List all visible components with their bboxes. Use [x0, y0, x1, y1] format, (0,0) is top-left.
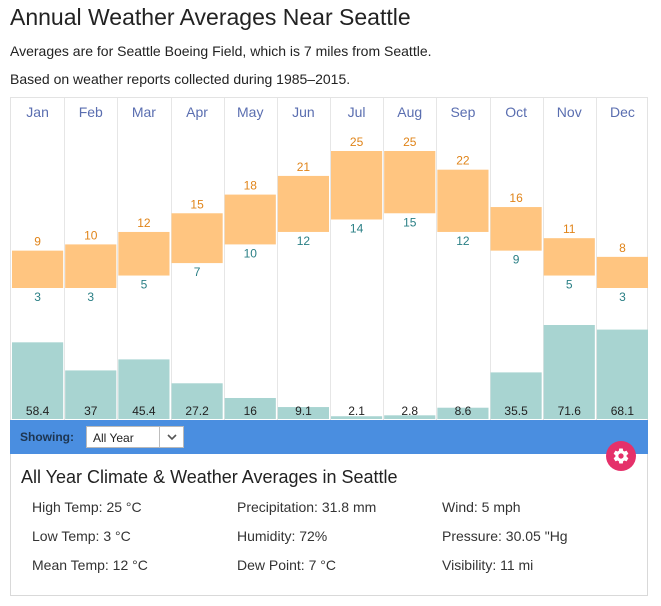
high-temp-label: 16 [509, 191, 523, 205]
month-label: May [237, 104, 263, 120]
precip-label: 9.1 [295, 404, 312, 418]
month-label: Nov [557, 104, 582, 120]
low-temp-label: 3 [34, 290, 41, 304]
precip-label: 8.6 [455, 404, 472, 418]
data-period: Based on weather reports collected durin… [10, 71, 351, 87]
stat-visibility: Visibility: 11 mi [442, 557, 534, 573]
high-temp-label: 22 [456, 154, 470, 168]
low-temp-label: 3 [619, 290, 626, 304]
precip-bar [118, 359, 170, 419]
temp-band [384, 151, 436, 214]
precip-bar [65, 370, 117, 419]
month-label: Jun [292, 104, 315, 120]
station-description: Averages are for Seattle Boeing Field, w… [10, 43, 432, 59]
high-temp-label: 10 [84, 228, 98, 242]
high-temp-label: 12 [137, 216, 151, 230]
low-temp-label: 9 [513, 253, 520, 267]
low-temp-label: 14 [350, 222, 364, 236]
month-label: Jul [348, 104, 366, 120]
temp-band [437, 169, 489, 232]
showing-bar: Showing: All Year [10, 420, 648, 454]
temp-band [331, 151, 383, 220]
precip-bar [490, 372, 542, 419]
high-temp-label: 25 [403, 135, 417, 149]
month-label: Dec [610, 104, 635, 120]
month-label: Mar [132, 104, 156, 120]
low-temp-label: 15 [403, 215, 417, 229]
month-label: Jan [26, 104, 49, 120]
high-temp-label: 25 [350, 135, 364, 149]
gear-icon [613, 448, 629, 464]
stat-high-temp: High Temp: 25 °C [32, 499, 142, 515]
weather-chart-svg: Jan 58.4 9 3 Feb 37 10 3 Mar 45.4 12 5 Apr 27.2 15 7 May… [12, 98, 648, 421]
precip-label: 45.4 [132, 404, 156, 418]
stat-precipitation: Precipitation: 31.8 mm [237, 499, 377, 515]
month-label: Oct [505, 104, 527, 120]
temp-band [12, 250, 64, 288]
high-temp-label: 18 [244, 179, 258, 193]
low-temp-label: 12 [297, 234, 311, 248]
high-temp-label: 11 [563, 222, 576, 236]
summary-title: All Year Climate & Weather Averages in S… [21, 467, 398, 487]
high-temp-label: 15 [190, 197, 204, 211]
temp-band [490, 207, 542, 251]
month-label: Aug [397, 104, 422, 120]
summary-panel: All Year Climate & Weather Averages in S… [10, 454, 648, 596]
precip-label: 37 [84, 404, 98, 418]
precip-bar [543, 325, 595, 419]
precip-bar [384, 415, 436, 419]
select-divider [159, 427, 160, 447]
precip-label: 35.5 [504, 404, 528, 418]
precip-label: 2.8 [401, 404, 418, 418]
month-label: Sep [450, 104, 475, 120]
low-temp-label: 3 [87, 290, 94, 304]
temp-band [277, 175, 329, 232]
precip-bar [596, 329, 648, 419]
low-temp-label: 10 [244, 246, 258, 260]
stat-mean-temp: Mean Temp: 12 °C [32, 557, 148, 573]
showing-label: Showing: [20, 430, 74, 444]
high-temp-label: 8 [619, 241, 626, 255]
high-temp-label: 9 [34, 235, 41, 249]
temp-band [596, 256, 648, 288]
stat-wind: Wind: 5 mph [442, 499, 521, 515]
low-temp-label: 7 [194, 265, 201, 279]
precip-label: 2.1 [348, 404, 365, 418]
precip-label: 27.2 [185, 404, 209, 418]
temp-band [118, 231, 170, 276]
low-temp-label: 12 [456, 234, 470, 248]
stat-pressure: Pressure: 30.05 "Hg [442, 528, 568, 544]
stat-dew-point: Dew Point: 7 °C [237, 557, 336, 573]
temp-band [224, 194, 276, 245]
precip-bar [437, 407, 489, 419]
page-title: Annual Weather Averages Near Seattle [10, 4, 411, 30]
precip-label: 68.1 [611, 404, 635, 418]
month-label: Feb [79, 104, 103, 120]
low-temp-label: 5 [566, 278, 573, 292]
precip-label: 71.6 [558, 404, 582, 418]
weather-chart: Jan 58.4 9 3 Feb 37 10 3 Mar 45.4 12 5 Apr 27.2 15 7 May… [10, 97, 648, 421]
precip-label: 58.4 [26, 404, 50, 418]
precip-bar [331, 416, 383, 419]
temp-band [171, 213, 223, 264]
period-select[interactable]: All Year [86, 426, 184, 448]
low-temp-label: 5 [141, 278, 148, 292]
stat-low-temp: Low Temp: 3 °C [32, 528, 131, 544]
chevron-down-icon [167, 434, 177, 441]
period-select-value: All Year [93, 431, 134, 445]
month-label: Apr [186, 104, 208, 120]
precip-label: 16 [244, 404, 258, 418]
precip-bar [12, 342, 64, 419]
high-temp-label: 21 [297, 160, 311, 174]
precip-bar [171, 383, 223, 419]
settings-button[interactable] [606, 441, 636, 471]
stat-humidity: Humidity: 72% [237, 528, 328, 544]
temp-band [543, 238, 595, 276]
precip-bar [277, 407, 329, 419]
precip-bar [224, 397, 276, 419]
temp-band [65, 244, 117, 288]
